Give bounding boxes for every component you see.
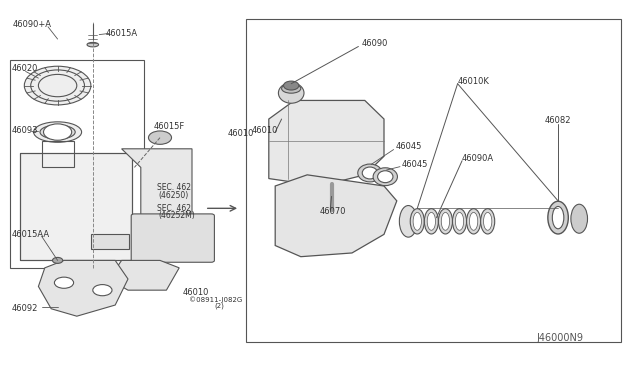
Circle shape — [284, 81, 299, 90]
Ellipse shape — [362, 167, 378, 179]
Ellipse shape — [399, 205, 417, 237]
Ellipse shape — [484, 212, 492, 230]
Polygon shape — [122, 149, 192, 216]
Ellipse shape — [571, 204, 588, 233]
Ellipse shape — [378, 171, 393, 183]
Polygon shape — [269, 100, 384, 186]
Text: (2): (2) — [214, 302, 224, 309]
Bar — [246, 19, 621, 342]
Polygon shape — [275, 175, 397, 257]
Circle shape — [52, 257, 63, 263]
Ellipse shape — [455, 212, 463, 230]
Circle shape — [93, 285, 112, 296]
Ellipse shape — [87, 42, 99, 47]
Text: SEC. 462: SEC. 462 — [157, 183, 191, 192]
Circle shape — [148, 131, 172, 144]
Text: 46045: 46045 — [396, 142, 422, 151]
Text: 46015AA: 46015AA — [12, 230, 50, 239]
Text: J46000N9: J46000N9 — [536, 333, 584, 343]
Ellipse shape — [413, 212, 422, 230]
Ellipse shape — [410, 209, 424, 234]
Polygon shape — [109, 260, 179, 290]
Bar — [20, 153, 132, 260]
Ellipse shape — [438, 209, 452, 234]
Text: 46045: 46045 — [402, 160, 428, 169]
Ellipse shape — [278, 83, 304, 103]
Ellipse shape — [481, 209, 495, 234]
Text: ©08911-J082G: ©08911-J082G — [189, 296, 242, 303]
Text: SEC. 462: SEC. 462 — [157, 204, 191, 213]
Bar — [91, 234, 129, 249]
Bar — [10, 60, 144, 268]
Ellipse shape — [373, 168, 397, 186]
Text: 46010: 46010 — [227, 129, 253, 138]
Text: 46015F: 46015F — [154, 122, 185, 131]
Ellipse shape — [452, 209, 467, 234]
Bar — [20, 153, 132, 260]
Ellipse shape — [548, 201, 568, 234]
Circle shape — [44, 124, 72, 140]
Ellipse shape — [33, 122, 82, 142]
Polygon shape — [38, 260, 128, 316]
Ellipse shape — [552, 206, 564, 229]
Text: 46070: 46070 — [320, 207, 346, 216]
Bar — [42, 141, 74, 167]
Ellipse shape — [358, 164, 382, 182]
Text: 46010: 46010 — [252, 126, 278, 135]
FancyBboxPatch shape — [131, 214, 214, 262]
Ellipse shape — [467, 209, 481, 234]
Text: 46082: 46082 — [545, 116, 572, 125]
Ellipse shape — [424, 209, 438, 234]
Text: (46252M): (46252M) — [159, 211, 195, 220]
Ellipse shape — [470, 212, 478, 230]
Text: 46092: 46092 — [12, 304, 38, 313]
Text: 46090A: 46090A — [462, 154, 494, 163]
Text: 46090+A: 46090+A — [13, 20, 52, 29]
Text: 46020: 46020 — [12, 64, 38, 73]
Text: 46015A: 46015A — [106, 29, 138, 38]
Text: 46010K: 46010K — [458, 77, 490, 86]
Text: 46090: 46090 — [362, 39, 388, 48]
Text: 46093: 46093 — [12, 126, 38, 135]
Ellipse shape — [282, 84, 301, 93]
Circle shape — [24, 66, 91, 105]
Circle shape — [54, 277, 74, 288]
Ellipse shape — [40, 125, 76, 139]
Text: (46250): (46250) — [159, 191, 189, 200]
Ellipse shape — [428, 212, 436, 230]
Text: 46010: 46010 — [182, 288, 209, 296]
Ellipse shape — [442, 212, 450, 230]
